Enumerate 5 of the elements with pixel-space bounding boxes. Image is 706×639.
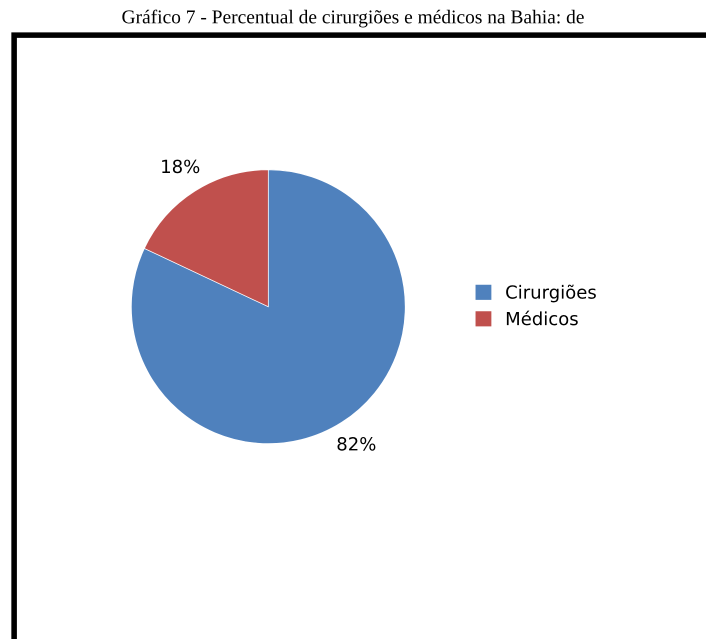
data-label: 82% xyxy=(337,437,376,451)
data-label: 18% xyxy=(162,160,200,174)
legend-label: Cirurgiões xyxy=(506,284,596,302)
chart-title: Gráfico 7 - Percentual de cirurgiões e médicos na Bahia: de xyxy=(122,10,584,28)
legend-label: Médicos xyxy=(506,310,578,326)
